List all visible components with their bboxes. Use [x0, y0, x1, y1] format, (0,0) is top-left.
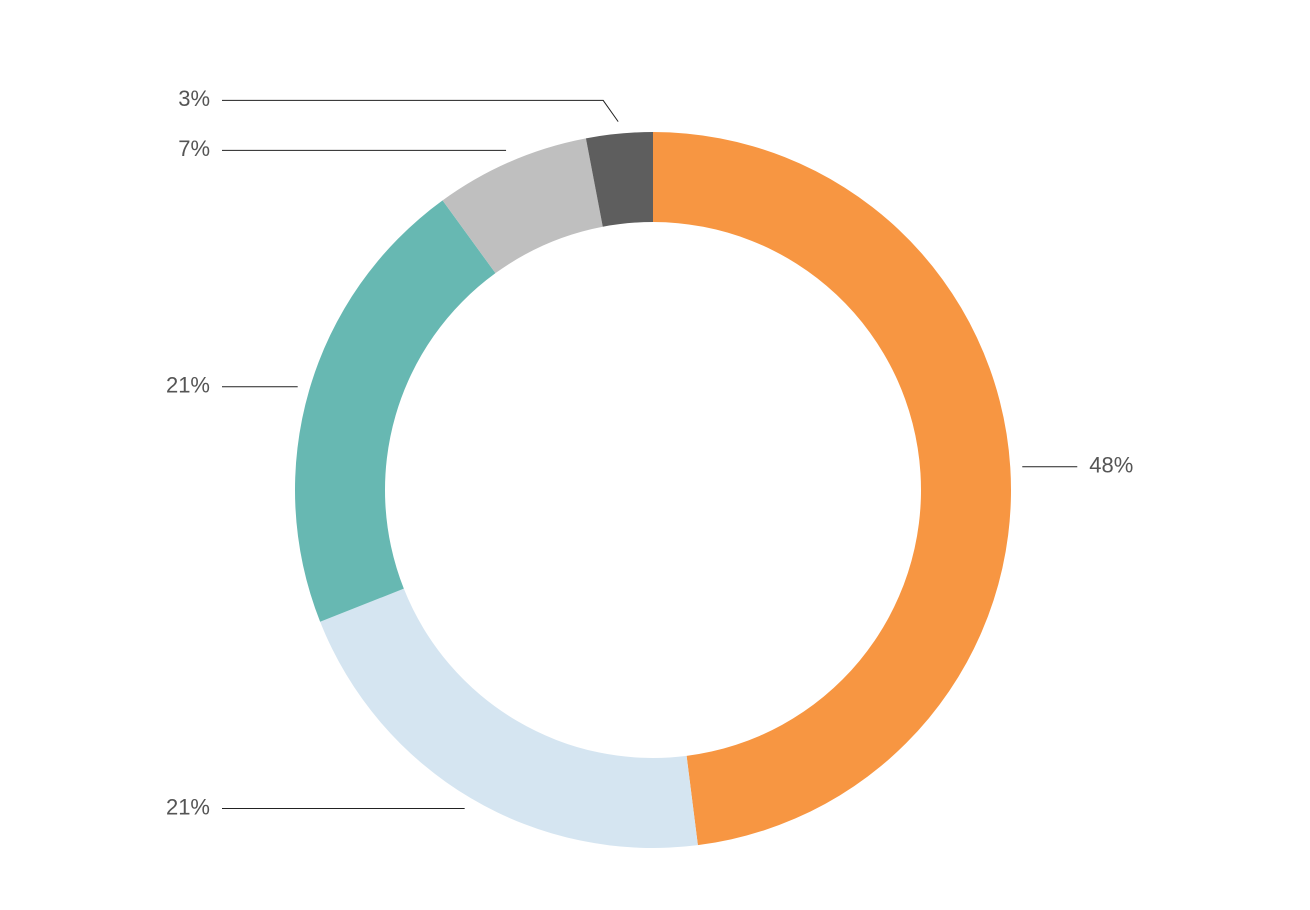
donut-slice — [585, 132, 653, 227]
donut-slice — [320, 588, 698, 848]
data-label: 21% — [166, 794, 210, 819]
donut-slice — [653, 132, 1012, 846]
data-label: 48% — [1089, 453, 1133, 478]
donut-slice — [295, 200, 496, 622]
data-label: 3% — [178, 86, 210, 111]
data-label: 7% — [178, 136, 210, 161]
leader-line — [222, 99, 619, 122]
donut-slice — [442, 138, 603, 274]
data-label: 21% — [166, 373, 210, 398]
